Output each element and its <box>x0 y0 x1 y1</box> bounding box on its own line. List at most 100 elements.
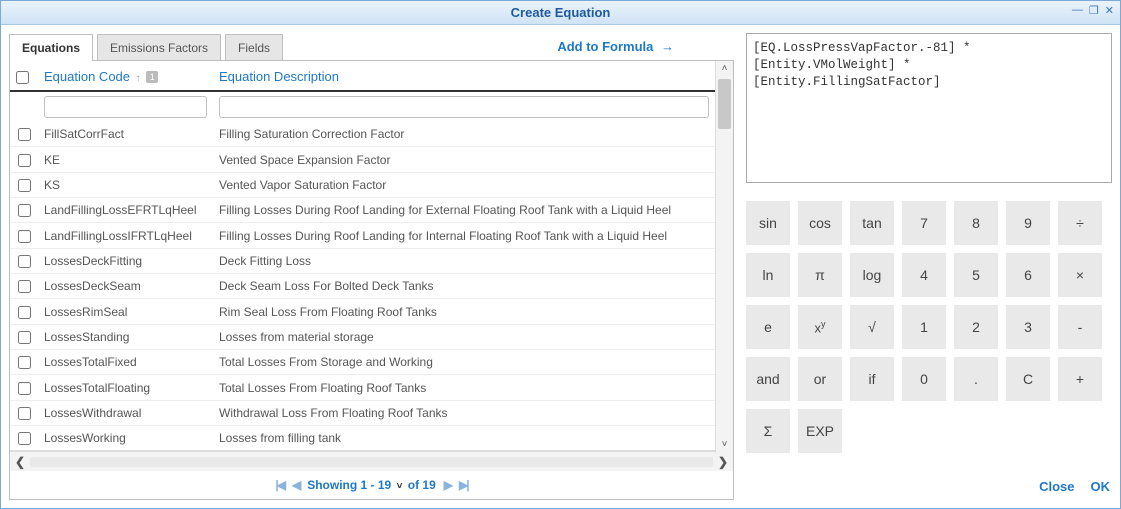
calc-multiply-button[interactable]: × <box>1058 253 1102 297</box>
row-checkbox[interactable] <box>18 407 31 420</box>
ok-button[interactable]: OK <box>1091 479 1111 494</box>
close-icon[interactable]: ✕ <box>1105 4 1114 17</box>
calc-and-button[interactable]: and <box>746 357 790 401</box>
table-row[interactable]: LossesStandingLosses from material stora… <box>10 324 715 349</box>
scroll-up-icon[interactable]: ˄ <box>716 61 733 77</box>
minimize-icon[interactable]: — <box>1072 4 1083 17</box>
col-header-code[interactable]: Equation Code ↑ 1 <box>38 61 213 91</box>
row-checkbox[interactable] <box>18 230 31 243</box>
pager-first-icon[interactable]: |◀ <box>275 478 284 492</box>
row-checkbox[interactable] <box>18 154 31 167</box>
table-row[interactable]: LossesTotalFixedTotal Losses From Storag… <box>10 350 715 375</box>
table-row[interactable]: LossesRimSealRim Seal Loss From Floating… <box>10 299 715 324</box>
row-checkbox[interactable] <box>18 204 31 217</box>
tab-emissions-factors[interactable]: Emissions Factors <box>97 34 221 61</box>
calc-log-button[interactable]: log <box>850 253 894 297</box>
calc-sin-button[interactable]: sin <box>746 201 790 245</box>
table-row[interactable]: KEVented Space Expansion Factor <box>10 147 715 172</box>
calc-minus-button[interactable]: - <box>1058 305 1102 349</box>
add-to-formula-link[interactable]: Add to Formula → <box>557 39 674 54</box>
table-row[interactable]: LossesWithdrawalWithdrawal Loss From Flo… <box>10 400 715 425</box>
calc-ln-button[interactable]: ln <box>746 253 790 297</box>
col-header-desc[interactable]: Equation Description <box>213 61 715 91</box>
cell-code: LossesTotalFixed <box>38 350 213 375</box>
tab-equations[interactable]: Equations <box>9 34 93 61</box>
equation-grid: Equation Code ↑ 1 Equation Description <box>9 60 734 500</box>
calc-4-button[interactable]: 4 <box>902 253 946 297</box>
table-row[interactable]: KSVented Vapor Saturation Factor <box>10 172 715 197</box>
calc-0-button[interactable]: 0 <box>902 357 946 401</box>
window-title: Create Equation <box>511 5 611 20</box>
calc-sigma-button[interactable]: Σ <box>746 409 790 453</box>
dialog-buttons: Close OK <box>746 473 1112 500</box>
row-checkbox[interactable] <box>18 280 31 293</box>
row-checkbox[interactable] <box>18 128 31 141</box>
calc-cos-button[interactable]: cos <box>798 201 842 245</box>
calc-dot-button[interactable]: . <box>954 357 998 401</box>
calc-pi-button[interactable]: π <box>798 253 842 297</box>
calc-9-button[interactable]: 9 <box>1006 201 1050 245</box>
pager-next-icon[interactable]: ▶ <box>444 478 451 492</box>
formula-textarea[interactable] <box>746 33 1112 183</box>
table-row[interactable]: LandFillingLossIFRTLqHeelFilling Losses … <box>10 223 715 248</box>
calc-exp-button[interactable]: EXP <box>798 409 842 453</box>
cell-desc: Vented Vapor Saturation Factor <box>213 172 715 197</box>
cell-code: LossesWorking <box>38 426 213 451</box>
table-row[interactable]: LossesTotalFloatingTotal Losses From Flo… <box>10 375 715 400</box>
sort-order-badge: 1 <box>146 71 158 83</box>
row-checkbox[interactable] <box>18 382 31 395</box>
table-row[interactable]: LossesDeckFittingDeck Fitting Loss <box>10 248 715 273</box>
scroll-thumb[interactable] <box>718 79 731 129</box>
table-row[interactable]: FillSatCorrFactFilling Saturation Correc… <box>10 122 715 147</box>
calc-sqrt-button[interactable]: √ <box>850 305 894 349</box>
cell-code: KS <box>38 172 213 197</box>
cell-desc: Withdrawal Loss From Floating Roof Tanks <box>213 400 715 425</box>
cell-desc: Filling Saturation Correction Factor <box>213 122 715 147</box>
scroll-down-icon[interactable]: ˅ <box>716 437 733 453</box>
vertical-scrollbar[interactable]: ˄ ˅ <box>715 61 733 453</box>
scroll-right-icon[interactable]: ❯ <box>713 455 733 469</box>
calc-if-button[interactable]: if <box>850 357 894 401</box>
horizontal-scrollbar[interactable]: ❮ ❯ <box>10 451 733 471</box>
scroll-left-icon[interactable]: ❮ <box>10 455 30 469</box>
calc-exponent-button[interactable]: xy <box>798 305 842 349</box>
cell-desc: Deck Seam Loss For Bolted Deck Tanks <box>213 274 715 299</box>
row-checkbox[interactable] <box>18 179 31 192</box>
table-row[interactable]: LossesWorkingLosses from filling tank <box>10 426 715 451</box>
calc-1-button[interactable]: 1 <box>902 305 946 349</box>
calc-e-button[interactable]: e <box>746 305 790 349</box>
filter-code-input[interactable] <box>44 96 207 118</box>
close-button[interactable]: Close <box>1039 479 1074 494</box>
calc-6-button[interactable]: 6 <box>1006 253 1050 297</box>
calc-clear-button[interactable]: C <box>1006 357 1050 401</box>
table-row[interactable]: LossesDeckSeamDeck Seam Loss For Bolted … <box>10 274 715 299</box>
row-checkbox[interactable] <box>18 306 31 319</box>
calc-or-button[interactable]: or <box>798 357 842 401</box>
table-row[interactable]: LandFillingLossEFRTLqHeelFilling Losses … <box>10 198 715 223</box>
calc-tan-button[interactable]: tan <box>850 201 894 245</box>
row-checkbox[interactable] <box>18 432 31 445</box>
calc-plus-button[interactable]: + <box>1058 357 1102 401</box>
calc-5-button[interactable]: 5 <box>954 253 998 297</box>
pager-prev-icon[interactable]: ◀ <box>292 478 299 492</box>
row-checkbox[interactable] <box>18 331 31 344</box>
tab-fields[interactable]: Fields <box>225 34 283 61</box>
maximize-icon[interactable]: ❐ <box>1089 4 1099 17</box>
calc-2-button[interactable]: 2 <box>954 305 998 349</box>
cell-desc: Losses from filling tank <box>213 426 715 451</box>
pager-last-icon[interactable]: ▶| <box>459 478 468 492</box>
calc-3-button[interactable]: 3 <box>1006 305 1050 349</box>
calc-divide-button[interactable]: ÷ <box>1058 201 1102 245</box>
filter-desc-input[interactable] <box>219 96 709 118</box>
cell-code: LandFillingLossEFRTLqHeel <box>38 198 213 223</box>
calc-7-button[interactable]: 7 <box>902 201 946 245</box>
select-all-checkbox[interactable] <box>16 71 29 84</box>
calc-8-button[interactable]: 8 <box>954 201 998 245</box>
chevron-down-icon[interactable]: ˅ <box>397 481 403 492</box>
cell-desc: Losses from material storage <box>213 324 715 349</box>
row-checkbox[interactable] <box>18 255 31 268</box>
cell-desc: Filling Losses During Roof Landing for I… <box>213 223 715 248</box>
calculator-keypad: sincostan789÷ lnπlog456× exy√123- andorif0.… <box>746 201 1112 453</box>
row-checkbox[interactable] <box>18 356 31 369</box>
hscroll-track[interactable] <box>30 457 713 467</box>
